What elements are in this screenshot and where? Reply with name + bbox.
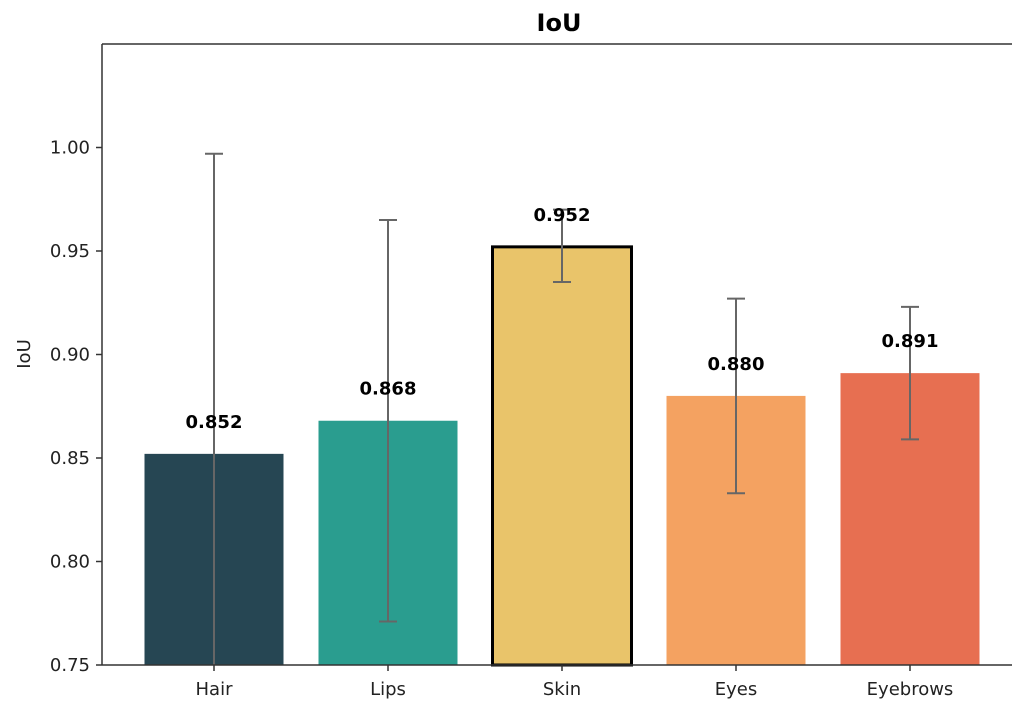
value-labels-layer: 0.852 0.868 0.952 0.880 0.891 [186,205,939,433]
error-bars-layer [205,152,919,665]
x-tick-label-lips: Lips [370,679,406,700]
y-tick-label: 0.85 [50,448,90,469]
y-tick-label: 0.80 [50,552,90,573]
y-tick-label: 0.75 [50,655,90,676]
x-tick-label-eyes: Eyes [715,679,757,700]
value-label-skin: 0.952 [534,205,591,226]
x-tick-label-skin: Skin [543,679,581,700]
y-tick-label: 1.00 [50,138,90,159]
bar-skin [491,245,633,667]
value-label-eyes: 0.880 [708,354,765,375]
x-tick-label-eyebrows: Eyebrows [867,679,954,700]
value-label-lips: 0.868 [360,379,417,400]
y-tick-label: 0.95 [50,241,90,262]
bars-layer [144,245,980,667]
axes-layer: Hair Lips Skin Eyes Eyebrows 0.75 0.80 0.85 0.90… [50,43,1012,700]
y-tick-label: 0.90 [50,345,90,366]
chart-title: IoU [537,9,582,37]
y-axis-label: IoU [14,339,35,369]
value-label-hair: 0.852 [186,412,243,433]
x-tick-label-hair: Hair [196,679,234,700]
value-label-eyebrows: 0.891 [882,331,939,352]
